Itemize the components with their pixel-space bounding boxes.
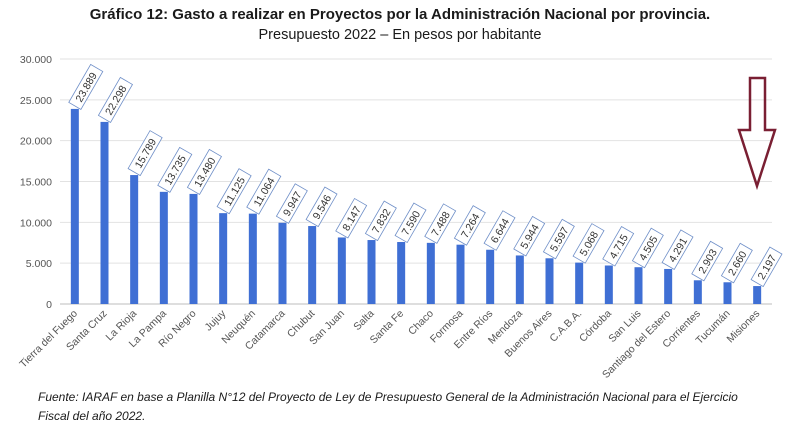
x-tick-label: Misiones xyxy=(725,308,763,346)
data-label-box xyxy=(97,76,134,123)
bar xyxy=(753,286,762,304)
y-axis: 0 5.000 10.000 15.000 20.000 25.000 30.000 xyxy=(20,54,52,311)
data-label-box xyxy=(483,210,516,251)
bar xyxy=(248,213,257,304)
y-tick-label: 25.000 xyxy=(20,95,52,107)
bar xyxy=(515,255,524,304)
bar xyxy=(634,267,643,304)
data-label-box xyxy=(364,200,397,242)
data-label: 23.889 xyxy=(68,63,104,110)
chart-subtitle: Presupuesto 2022 – En pesos por habitant… xyxy=(258,27,542,43)
bar xyxy=(486,249,495,304)
bar xyxy=(426,242,435,304)
y-tick-label: 10.000 xyxy=(20,217,52,229)
bar xyxy=(219,213,228,304)
bar xyxy=(604,265,613,304)
bar xyxy=(100,121,109,305)
down-arrow-icon xyxy=(737,76,777,191)
data-label: 6.644 xyxy=(483,210,516,251)
data-label-box xyxy=(661,229,694,271)
data-label-box xyxy=(572,223,605,264)
data-label-box xyxy=(424,203,457,244)
data-label-box xyxy=(68,63,104,110)
data-label: 4.715 xyxy=(602,225,635,267)
data-label: 13.480 xyxy=(186,148,223,195)
chart-title: Gráfico 12: Gasto a realizar en Proyecto… xyxy=(89,6,711,23)
bar xyxy=(397,242,406,304)
bars xyxy=(70,108,762,305)
data-label: 7.264 xyxy=(453,205,486,246)
bar xyxy=(575,262,584,304)
data-label-box xyxy=(691,240,724,282)
bar xyxy=(70,108,79,305)
data-label-box xyxy=(335,197,368,239)
data-label: 9.947 xyxy=(275,183,308,224)
data-label: 11.064 xyxy=(246,168,282,215)
data-label: 7.488 xyxy=(424,203,457,244)
bar xyxy=(367,240,376,304)
data-label-box xyxy=(275,183,308,224)
bar xyxy=(545,258,554,304)
data-label: 8.147 xyxy=(335,197,368,239)
y-tick-label: 20.000 xyxy=(20,136,52,148)
data-label-box xyxy=(542,218,575,260)
data-label-box xyxy=(157,146,193,193)
data-label-box xyxy=(305,186,338,228)
x-tick-label: Jujuy xyxy=(202,307,228,333)
y-tick-label: 5.000 xyxy=(26,258,52,270)
y-tick-label: 30.000 xyxy=(20,54,52,66)
bar xyxy=(693,280,702,304)
data-label: 5.068 xyxy=(572,223,605,264)
bar xyxy=(189,193,198,304)
data-label: 9.546 xyxy=(305,186,338,228)
data-label: 15.789 xyxy=(127,130,163,177)
bar xyxy=(337,237,346,304)
source-note: Fuente: IARAF en base a Planilla N°12 de… xyxy=(38,390,738,423)
data-label-box xyxy=(631,227,664,269)
data-label-box xyxy=(750,246,783,288)
data-label-box xyxy=(127,130,163,177)
down-arrow-annotation xyxy=(737,76,777,191)
data-label-box xyxy=(216,168,252,215)
data-label: 4.505 xyxy=(631,227,664,269)
bar xyxy=(130,175,139,304)
data-label: 13.735 xyxy=(157,146,193,193)
y-tick-label: 15.000 xyxy=(20,177,52,189)
data-label-box xyxy=(394,202,427,244)
y-tick-label: 0 xyxy=(46,299,52,311)
data-label-box xyxy=(513,215,546,257)
data-label-box xyxy=(453,205,486,246)
data-label: 7.832 xyxy=(364,200,397,242)
bar xyxy=(456,244,465,304)
data-label: 5.597 xyxy=(542,218,575,260)
bar xyxy=(664,268,673,304)
gridlines xyxy=(60,58,772,305)
data-label: 2.903 xyxy=(691,240,724,282)
bar xyxy=(278,222,287,304)
data-label: 2.197 xyxy=(750,246,783,288)
data-label-box xyxy=(246,168,282,215)
bar xyxy=(159,191,168,304)
data-label: 11.125 xyxy=(216,168,252,215)
x-tick-label: Salta xyxy=(351,308,377,334)
data-label-box xyxy=(602,225,635,267)
data-label-box xyxy=(186,148,223,195)
bar xyxy=(308,226,317,304)
bar xyxy=(723,282,732,304)
data-label-box xyxy=(720,242,753,284)
